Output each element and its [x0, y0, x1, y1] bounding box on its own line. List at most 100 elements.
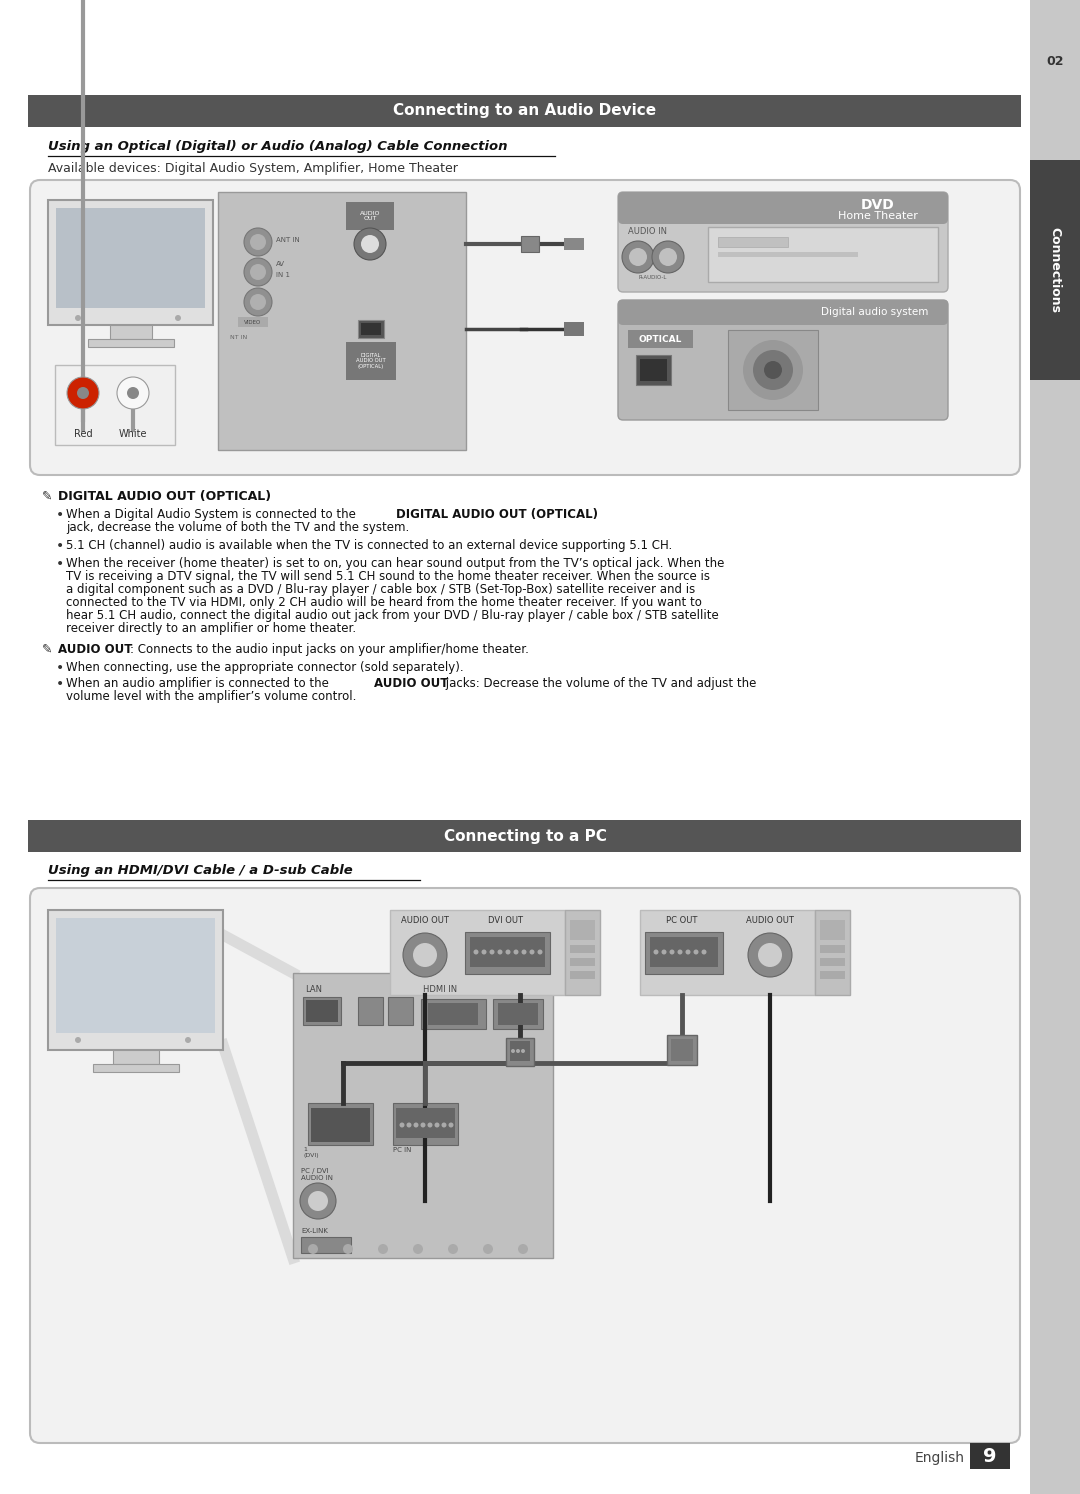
Text: 1
(DVI): 1 (DVI): [303, 1147, 319, 1158]
Text: IN 1: IN 1: [276, 272, 291, 278]
Bar: [306, 999, 338, 1022]
Bar: [428, 1002, 478, 1025]
Circle shape: [403, 932, 447, 977]
Circle shape: [406, 1122, 411, 1128]
Text: English: English: [915, 1451, 966, 1466]
Circle shape: [244, 258, 272, 285]
Text: When a Digital Audio System is connected to the: When a Digital Audio System is connected…: [66, 508, 360, 521]
Text: When an audio amplifier is connected to the: When an audio amplifier is connected to …: [66, 677, 333, 690]
Bar: [48, 910, 222, 1050]
Circle shape: [249, 235, 266, 249]
Circle shape: [473, 950, 478, 955]
Circle shape: [249, 264, 266, 279]
Circle shape: [185, 1037, 191, 1043]
Circle shape: [661, 950, 666, 955]
Text: 02: 02: [1047, 55, 1064, 69]
Text: R-AUDIO-L: R-AUDIO-L: [638, 275, 667, 279]
Circle shape: [448, 1245, 458, 1253]
Bar: [346, 202, 394, 230]
Circle shape: [448, 1122, 454, 1128]
Text: TV is receiving a DTV signal, the TV will send 5.1 CH sound to the home theater : TV is receiving a DTV signal, the TV wil…: [66, 571, 710, 583]
Circle shape: [764, 362, 782, 379]
Circle shape: [622, 241, 654, 273]
Circle shape: [308, 1191, 328, 1212]
Bar: [820, 958, 845, 967]
Bar: [970, 1443, 1010, 1469]
Text: DIGITAL AUDIO OUT (OPTICAL): DIGITAL AUDIO OUT (OPTICAL): [396, 508, 598, 521]
Bar: [303, 996, 341, 1025]
Bar: [728, 330, 818, 409]
Circle shape: [522, 950, 527, 955]
Circle shape: [434, 1122, 440, 1128]
Bar: [393, 1103, 458, 1144]
Bar: [388, 996, 413, 1025]
Text: When connecting, use the appropriate connector (sold separately).: When connecting, use the appropriate con…: [66, 660, 463, 674]
Circle shape: [753, 350, 793, 390]
Bar: [570, 946, 595, 953]
Bar: [820, 920, 845, 940]
Circle shape: [529, 950, 535, 955]
Text: •: •: [56, 539, 64, 553]
Circle shape: [175, 315, 181, 321]
Text: DVD: DVD: [861, 199, 895, 212]
Bar: [570, 971, 595, 979]
Circle shape: [378, 1245, 388, 1253]
Text: PC / DVI
AUDIO IN: PC / DVI AUDIO IN: [301, 1168, 333, 1180]
Circle shape: [117, 376, 149, 409]
Circle shape: [308, 1245, 318, 1253]
Text: AV: AV: [276, 261, 285, 267]
Bar: [667, 1035, 697, 1065]
Bar: [820, 971, 845, 979]
Text: PC OUT: PC OUT: [666, 916, 698, 925]
Circle shape: [413, 943, 437, 967]
Text: jacks: Decrease the volume of the TV and adjust the: jacks: Decrease the volume of the TV and…: [442, 677, 756, 690]
Text: jack, decrease the volume of both the TV and the system.: jack, decrease the volume of both the TV…: [66, 521, 409, 533]
Bar: [311, 1109, 370, 1141]
Circle shape: [511, 1049, 515, 1053]
Text: Using an HDMI/DVI Cable / a D-sub Cable: Using an HDMI/DVI Cable / a D-sub Cable: [48, 864, 353, 877]
Bar: [55, 365, 175, 445]
Text: 5.1 CH (channel) audio is available when the TV is connected to an external devi: 5.1 CH (channel) audio is available when…: [66, 539, 672, 551]
Text: DVI OUT: DVI OUT: [487, 916, 523, 925]
Bar: [396, 1109, 455, 1138]
Bar: [718, 238, 788, 247]
Circle shape: [702, 950, 706, 955]
Text: Available devices: Digital Audio System, Amplifier, Home Theater: Available devices: Digital Audio System,…: [48, 161, 458, 175]
Circle shape: [77, 387, 89, 399]
Bar: [815, 910, 850, 995]
Text: Connecting to an Audio Device: Connecting to an Audio Device: [393, 103, 657, 118]
Bar: [1030, 0, 1080, 1494]
Bar: [357, 320, 384, 338]
Circle shape: [482, 950, 486, 955]
Bar: [113, 1050, 159, 1064]
Circle shape: [75, 315, 81, 321]
Bar: [301, 1237, 351, 1253]
Bar: [421, 999, 486, 1029]
Bar: [346, 342, 396, 379]
Bar: [93, 1064, 179, 1073]
Circle shape: [659, 248, 677, 266]
Circle shape: [400, 1122, 405, 1128]
Circle shape: [428, 1122, 432, 1128]
Text: Home Theater: Home Theater: [838, 211, 918, 221]
Bar: [645, 932, 723, 974]
Bar: [510, 1041, 530, 1061]
Text: EX-LINK: EX-LINK: [301, 1228, 328, 1234]
Bar: [570, 958, 595, 967]
Text: LAN: LAN: [305, 985, 322, 994]
Text: AUDIO OUT: AUDIO OUT: [374, 677, 448, 690]
Text: receiver directly to an amplifier or home theater.: receiver directly to an amplifier or hom…: [66, 622, 356, 635]
Bar: [650, 937, 718, 967]
Text: AUDIO IN: AUDIO IN: [627, 227, 667, 236]
Circle shape: [653, 950, 659, 955]
Circle shape: [413, 1245, 423, 1253]
Text: AUDIO OUT: AUDIO OUT: [58, 642, 133, 656]
Bar: [48, 200, 213, 326]
Circle shape: [538, 950, 542, 955]
Text: Digital audio system: Digital audio system: [821, 306, 928, 317]
Circle shape: [127, 387, 139, 399]
Circle shape: [686, 950, 690, 955]
Circle shape: [420, 1122, 426, 1128]
Bar: [671, 1038, 693, 1061]
Text: HDMI IN: HDMI IN: [423, 985, 457, 994]
